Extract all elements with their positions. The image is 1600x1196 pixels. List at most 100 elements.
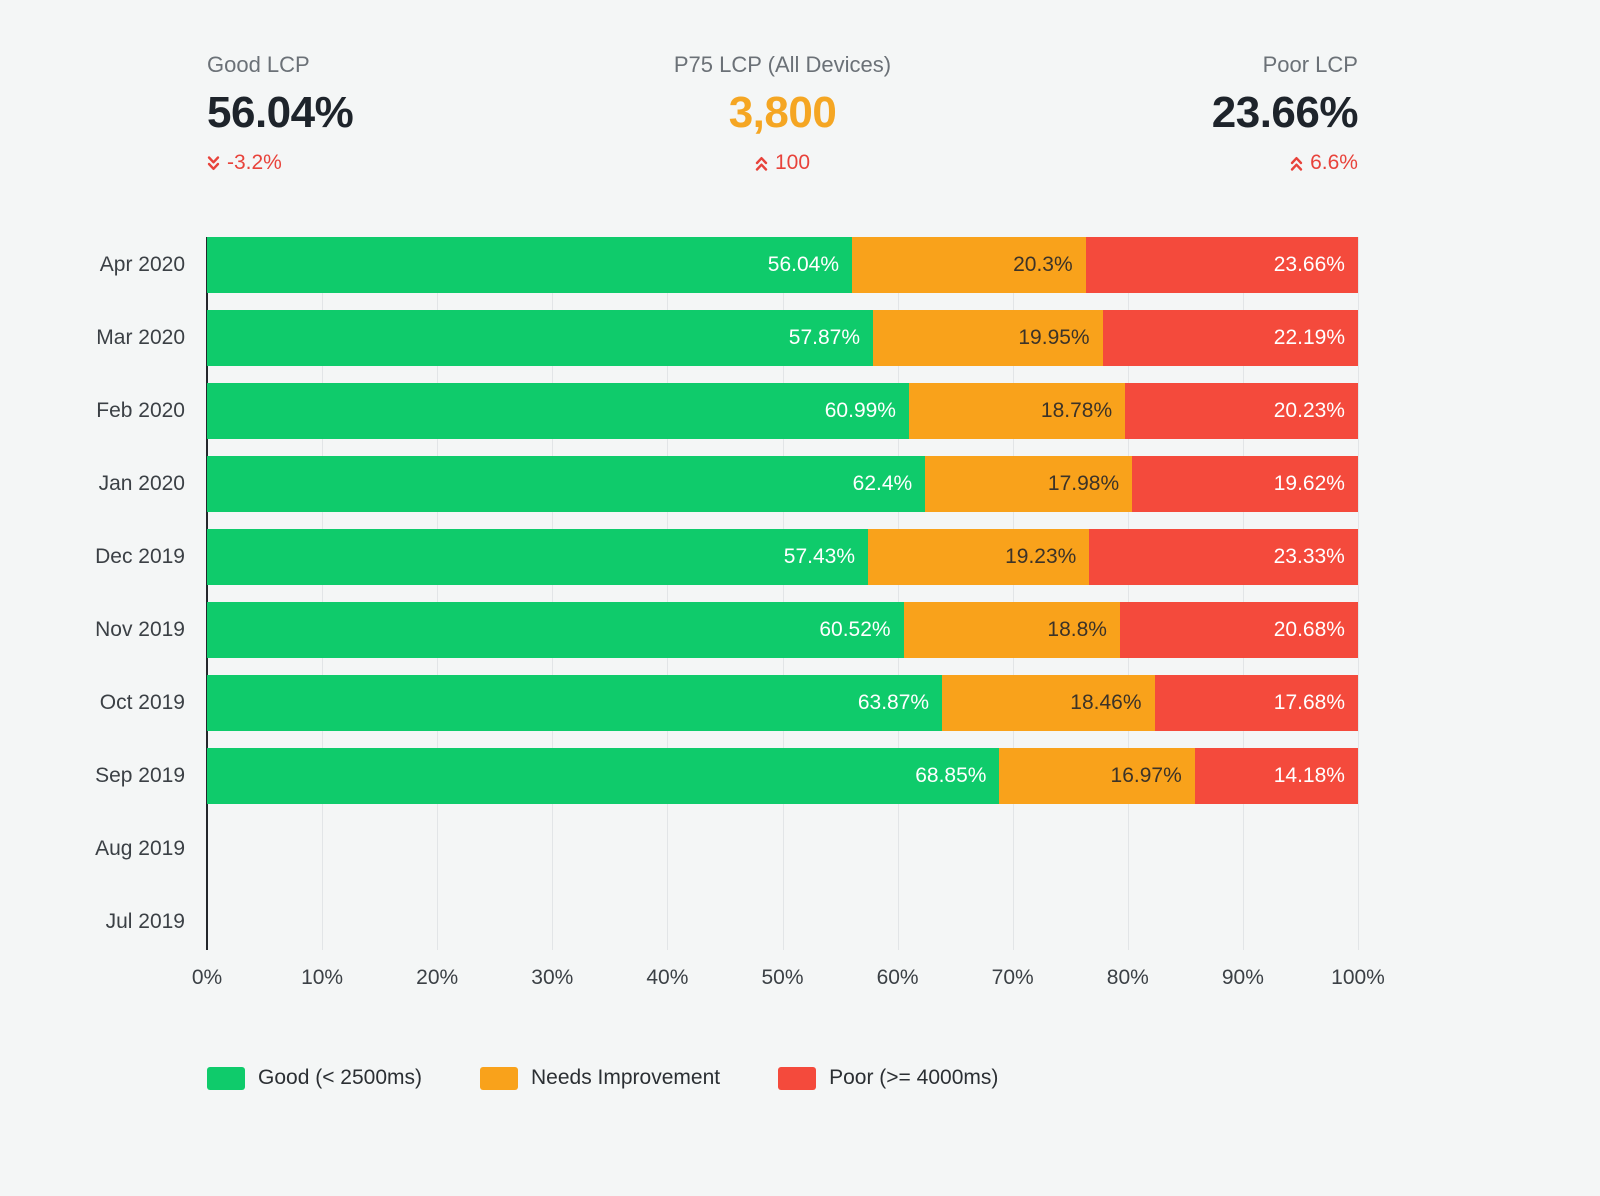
x-tick-label: 70% xyxy=(991,966,1034,990)
gridline xyxy=(437,237,439,951)
bar-track: 60.99% 18.78% 20.23% xyxy=(207,383,1358,440)
trend-up-icon xyxy=(755,155,768,172)
legend-label: Good (< 2500ms) xyxy=(258,1066,423,1090)
trend-down-icon xyxy=(207,155,220,172)
row-label: Apr 2020 xyxy=(99,253,185,277)
chart-legend: Good (< 2500ms) Needs Improvement Poor (>=… xyxy=(207,1066,1600,1090)
chart-row: Aug 2019 xyxy=(0,821,1358,877)
row-label: Jan 2020 xyxy=(98,472,185,496)
legend-label: Needs Improvement xyxy=(531,1066,721,1090)
kpi-good-lcp: Good LCP 56.04% -3.2% xyxy=(207,52,354,175)
x-tick-label: 100% xyxy=(1331,966,1385,990)
bar-segment-poor: 23.33% xyxy=(1089,529,1358,586)
bar-track: 68.85% 16.97% 14.18% xyxy=(207,748,1358,805)
bar-track: 63.87% 18.46% 17.68% xyxy=(207,675,1358,732)
chart-row: Mar 2020 57.87% 19.95% 22.19% xyxy=(0,310,1358,367)
gridline xyxy=(667,237,669,951)
kpi-label: P75 LCP (All Devices) xyxy=(673,52,892,77)
bar-segment-good: 63.87% xyxy=(207,675,943,732)
legend-swatch xyxy=(778,1066,817,1090)
bar-track: 57.87% 19.95% 22.19% xyxy=(207,310,1358,367)
legend-item-good[interactable]: Good (< 2500ms) xyxy=(207,1066,422,1090)
x-tick-label: 20% xyxy=(416,966,459,990)
gridline xyxy=(1242,237,1244,951)
bar-segment-needs-improvement: 16.97% xyxy=(999,748,1195,805)
bar-segment-good: 68.85% xyxy=(207,748,1000,805)
chart-row: Nov 2019 60.52% 18.8% 20.68% xyxy=(0,602,1358,659)
lcp-stacked-bar-chart: Apr 2020 56.04% 20.3% 23.66% Mar 2020 57.87% 1… xyxy=(0,237,1385,992)
kpi-change-value: 6.6% xyxy=(1310,151,1358,175)
bar-segment-poor: 17.68% xyxy=(1154,675,1358,732)
trend-up-icon xyxy=(1290,155,1303,172)
row-label: Mar 2020 xyxy=(96,326,185,350)
x-tick-label: 30% xyxy=(531,966,574,990)
x-tick-label: 50% xyxy=(761,966,804,990)
row-label: Dec 2019 xyxy=(95,545,185,569)
bar-rows: Apr 2020 56.04% 20.3% 23.66% Mar 2020 57.87% 1… xyxy=(0,237,1358,950)
kpi-change: 100 xyxy=(755,151,810,175)
row-label: Nov 2019 xyxy=(95,618,185,642)
gridline xyxy=(322,237,324,951)
x-tick-label: 10% xyxy=(301,966,344,990)
x-tick-label: 40% xyxy=(646,966,689,990)
bar-segment-needs-improvement: 19.95% xyxy=(873,310,1103,367)
kpi-p75-lcp: P75 LCP (All Devices) 3,800 100 xyxy=(674,52,891,175)
bar-track: 57.43% 19.23% 23.33% xyxy=(207,529,1358,586)
kpi-change-value: -3.2% xyxy=(227,151,282,175)
bar-track: 56.04% 20.3% 23.66% xyxy=(207,237,1358,294)
bar-track: 60.52% 18.8% 20.68% xyxy=(207,602,1358,659)
bar-segment-needs-improvement: 18.8% xyxy=(903,602,1120,659)
row-label: Oct 2019 xyxy=(99,691,185,715)
bar-segment-poor: 20.23% xyxy=(1125,383,1358,440)
legend-item-poor[interactable]: Poor (>= 4000ms) xyxy=(778,1066,998,1090)
bar-segment-poor: 14.18% xyxy=(1194,748,1358,805)
y-axis-line xyxy=(206,237,208,951)
gridline xyxy=(1012,237,1014,951)
legend-item-needs-improvement[interactable]: Needs Improvement xyxy=(480,1066,720,1090)
bar-segment-needs-improvement: 18.46% xyxy=(942,675,1155,732)
bar-track xyxy=(207,894,1358,950)
chart-row: Jan 2020 62.4% 17.98% 19.62% xyxy=(0,456,1358,513)
row-label: Feb 2020 xyxy=(96,399,185,423)
bar-segment-good: 60.52% xyxy=(207,602,904,659)
kpi-change-value: 100 xyxy=(774,151,811,175)
x-tick-label: 60% xyxy=(876,966,919,990)
chart-row: Oct 2019 63.87% 18.46% 17.68% xyxy=(0,675,1358,732)
gridline xyxy=(552,237,554,951)
bar-segment-good: 62.4% xyxy=(207,456,926,513)
bar-track: 62.4% 17.98% 19.62% xyxy=(207,456,1358,513)
gridline xyxy=(1358,237,1359,951)
legend-swatch xyxy=(480,1066,519,1090)
row-label: Aug 2019 xyxy=(95,837,185,861)
x-tick-label: 90% xyxy=(1221,966,1264,990)
kpi-poor-lcp: Poor LCP 23.66% 6.6% xyxy=(1211,52,1359,175)
chart-row: Apr 2020 56.04% 20.3% 23.66% xyxy=(0,237,1358,294)
x-tick-label: 80% xyxy=(1106,966,1149,990)
legend-swatch xyxy=(207,1066,245,1090)
kpi-label: Good LCP xyxy=(207,52,310,77)
bar-segment-needs-improvement: 20.3% xyxy=(852,237,1086,294)
grid-layer xyxy=(206,237,1359,951)
chart-row: Feb 2020 60.99% 18.78% 20.23% xyxy=(0,383,1358,440)
bar-segment-good: 57.87% xyxy=(207,310,874,367)
bar-segment-good: 60.99% xyxy=(207,383,909,440)
legend-label: Poor (>= 4000ms) xyxy=(829,1066,999,1090)
row-label: Sep 2019 xyxy=(95,764,185,788)
x-tick-label: 0% xyxy=(191,966,223,990)
kpi-value: 56.04% xyxy=(207,88,354,137)
row-label: Jul 2019 xyxy=(105,910,185,934)
kpi-change: -3.2% xyxy=(207,151,282,175)
plot-region: Apr 2020 56.04% 20.3% 23.66% Mar 2020 57.87% 1… xyxy=(0,237,1359,951)
gridline xyxy=(782,237,784,951)
kpi-value: 23.66% xyxy=(1211,88,1359,137)
bar-segment-good: 56.04% xyxy=(207,237,853,294)
kpi-header: Good LCP 56.04% -3.2% P75 LCP (All Devic… xyxy=(0,0,1600,175)
bar-segment-needs-improvement: 19.23% xyxy=(868,529,1090,586)
bar-segment-poor: 23.66% xyxy=(1085,237,1358,294)
bar-segment-needs-improvement: 18.78% xyxy=(908,383,1126,440)
gridline xyxy=(1127,237,1129,951)
chart-row: Sep 2019 68.85% 16.97% 14.18% xyxy=(0,748,1358,805)
kpi-change: 6.6% xyxy=(1290,151,1358,175)
x-axis-ticks: 0% 10% 20% 30% 40% 50% 60% 70% 80% 90% 100% xyxy=(192,966,1385,992)
bar-segment-poor: 20.68% xyxy=(1119,602,1358,659)
